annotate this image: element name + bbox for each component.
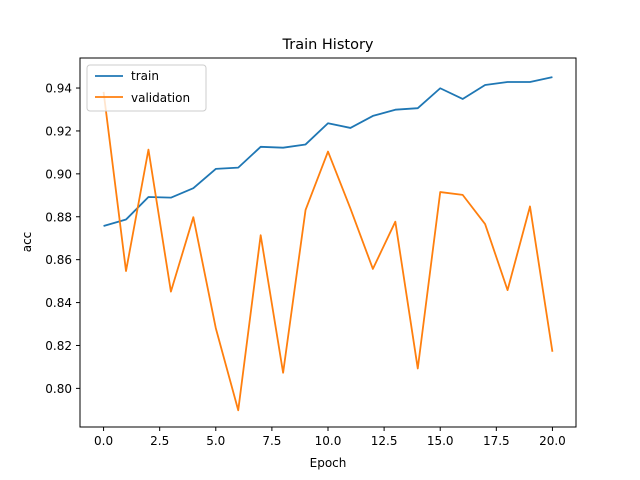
y-axis-title: acc: [20, 232, 34, 253]
data-point-validation-16: [461, 194, 463, 196]
legend: train validation: [86, 64, 207, 112]
data-point-train-15: [439, 87, 441, 89]
y-tick-label: 0.80: [45, 382, 72, 396]
x-axis-title: Epoch: [310, 456, 347, 470]
data-point-train-13: [394, 109, 396, 111]
data-point-validation-14: [417, 367, 419, 369]
y-tick-label: 0.92: [45, 124, 72, 138]
data-point-train-2: [147, 196, 149, 198]
data-point-validation-6: [237, 409, 239, 411]
data-point-train-10: [327, 122, 329, 124]
data-point-train-12: [372, 115, 374, 117]
y-tick-label: 0.82: [45, 339, 72, 353]
data-point-validation-1: [125, 270, 127, 272]
x-tick-label: 7.5: [262, 434, 281, 448]
data-point-train-8: [282, 146, 284, 148]
data-point-validation-19: [529, 205, 531, 207]
data-point-validation-2: [147, 148, 149, 150]
y-tick-label: 0.94: [45, 82, 72, 96]
x-tick-label: 2.5: [150, 434, 169, 448]
y-axis: 0.80 0.82 0.84 0.86 0.88 0.90 0.92 0.94: [45, 82, 80, 396]
data-point-train-19: [529, 81, 531, 83]
y-tick-label: 0.88: [45, 210, 72, 224]
series-line-train: [103, 76, 553, 227]
data-point-validation-4: [192, 216, 194, 218]
data-point-train-11: [349, 127, 351, 129]
x-tick-label: 20.0: [539, 434, 566, 448]
x-tick-label: 10.0: [315, 434, 342, 448]
data-point-train-4: [192, 187, 194, 189]
y-tick-label: 0.86: [45, 253, 72, 267]
x-tick-label: 17.5: [483, 434, 510, 448]
data-point-train-18: [506, 81, 508, 83]
data-point-train-3: [170, 196, 172, 198]
data-point-validation-10: [327, 150, 329, 152]
data-point-train-5: [215, 168, 217, 170]
legend-label-validation: validation: [131, 91, 190, 105]
legend-label-train: train: [131, 69, 159, 83]
data-point-train-17: [484, 84, 486, 86]
data-point-train-16: [461, 98, 463, 100]
plot-area: [102, 76, 554, 412]
data-point-train-7: [259, 146, 261, 148]
y-tick-label: 0.84: [45, 296, 72, 310]
data-point-train-20: [551, 76, 553, 78]
data-point-validation-11: [349, 207, 351, 209]
x-tick-label: 12.5: [371, 434, 398, 448]
data-point-train-6: [237, 166, 239, 168]
data-point-validation-3: [170, 290, 172, 292]
x-tick-label: 5.0: [206, 434, 225, 448]
data-point-validation-18: [506, 289, 508, 291]
data-point-validation-5: [215, 327, 217, 329]
series-line-validation: [102, 91, 554, 412]
data-point-validation-20: [551, 351, 553, 353]
chart-title: Train History: [282, 37, 374, 53]
data-point-train-9: [304, 143, 306, 145]
x-tick-label: 0.0: [94, 434, 113, 448]
x-axis: 0.0 2.5 5.0 7.5 10.0 12.5 15.0 17.5 20.0: [94, 427, 566, 448]
data-point-validation-17: [484, 223, 486, 225]
data-point-validation-8: [282, 372, 284, 374]
data-point-train-14: [417, 107, 419, 109]
data-point-train-0: [102, 225, 104, 227]
data-point-validation-15: [439, 191, 441, 193]
data-point-validation-12: [372, 268, 374, 270]
y-tick-label: 0.90: [45, 167, 72, 181]
data-point-validation-9: [304, 209, 306, 211]
data-point-train-1: [125, 218, 127, 220]
data-point-validation-7: [259, 234, 261, 236]
x-tick-label: 15.0: [427, 434, 454, 448]
data-point-validation-13: [394, 220, 396, 222]
